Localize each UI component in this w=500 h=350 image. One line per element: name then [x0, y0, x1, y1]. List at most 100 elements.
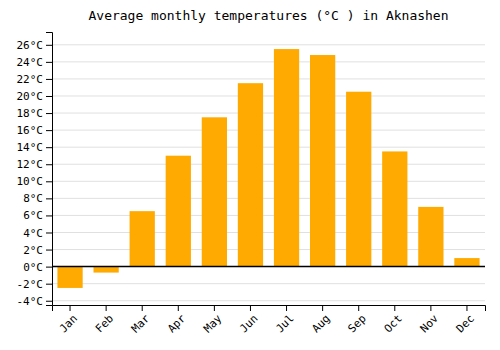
- x-tick-mark: [142, 305, 143, 311]
- x-tick-mark: [322, 305, 323, 311]
- x-tick-mark: [394, 305, 395, 311]
- bar: [274, 49, 299, 267]
- y-tick: 6°C: [23, 209, 52, 222]
- x-tick-label: Mar: [129, 312, 153, 336]
- grid-line: [52, 198, 485, 199]
- y-tick-label: 26°C: [17, 39, 44, 52]
- y-tick-mark: [46, 62, 52, 63]
- x-tick-mark: [286, 305, 287, 311]
- y-tick-mark: [46, 250, 52, 251]
- y-tick: -2°C: [17, 278, 53, 291]
- x-tick-label: Nov: [418, 312, 442, 336]
- y-tick-label: 12°C: [17, 158, 44, 171]
- y-tick-label: 22°C: [17, 73, 44, 86]
- grid-line: [52, 78, 485, 79]
- y-tick: 22°C: [17, 73, 53, 86]
- x-tick-mark: [466, 305, 467, 311]
- grid-line: [52, 300, 485, 301]
- y-tick-mark: [46, 181, 52, 182]
- bar: [57, 267, 82, 288]
- y-tick: 2°C: [23, 244, 52, 257]
- y-tick-mark: [46, 130, 52, 131]
- bar: [130, 211, 155, 266]
- grid: [52, 45, 485, 301]
- bar: [418, 207, 443, 267]
- x-tick: Jan: [57, 305, 80, 335]
- x-tick-label: Aug: [309, 312, 332, 335]
- grid-line: [52, 266, 485, 267]
- grid-line: [52, 164, 485, 165]
- bar: [382, 151, 407, 266]
- x-tick-mark: [214, 305, 215, 311]
- x-tick: Sep: [346, 305, 369, 335]
- grid-line: [52, 44, 485, 45]
- bar: [346, 92, 371, 267]
- zero-line: [52, 266, 485, 268]
- x-tick-label: Oct: [382, 312, 405, 335]
- y-tick-label: 6°C: [23, 209, 43, 222]
- grid-line: [52, 147, 485, 148]
- grid-line: [52, 113, 485, 114]
- x-tick-label: Feb: [93, 312, 116, 335]
- y-tick-label: 2°C: [23, 244, 43, 257]
- y-tick-mark: [46, 113, 52, 114]
- x-axis-line: [53, 306, 486, 312]
- y-tick: 26°C: [17, 39, 53, 52]
- grid-line: [52, 283, 485, 284]
- title: Average monthly temperatures (°C ) in Ak…: [88, 8, 448, 23]
- y-tick-label: 8°C: [23, 192, 43, 205]
- y-tick-label: 10°C: [17, 175, 44, 188]
- y-tick: 0°C: [23, 261, 52, 274]
- x-tick: Nov: [418, 305, 442, 335]
- bar: [166, 156, 191, 267]
- y-tick-mark: [46, 284, 52, 285]
- y-tick: 18°C: [17, 107, 53, 120]
- x-tick-label: Sep: [346, 312, 369, 335]
- x-tick-mark: [430, 305, 431, 311]
- x-tick-label: Jul: [273, 312, 296, 335]
- y-tick-mark: [46, 147, 52, 148]
- grid-line: [52, 95, 485, 96]
- y-tick: 20°C: [17, 90, 53, 103]
- x-tick-label: Jun: [237, 312, 260, 335]
- grid-line: [52, 61, 485, 62]
- x-tick: Oct: [382, 305, 405, 335]
- y-tick-mark: [46, 198, 52, 199]
- x-tick-mark: [178, 305, 179, 311]
- y-tick-mark: [46, 215, 52, 216]
- x-tick-mark: [106, 305, 107, 311]
- x-tick: Aug: [309, 305, 332, 335]
- y-tick-label: 16°C: [17, 124, 44, 137]
- x-tick-mark: [70, 305, 71, 311]
- y-tick-label: 24°C: [17, 56, 44, 69]
- x-tick-label: Jan: [57, 312, 80, 335]
- x-tick-label: Apr: [165, 312, 189, 336]
- y-tick-mark: [46, 232, 52, 233]
- y-tick-label: 18°C: [17, 107, 44, 120]
- y-tick: 24°C: [17, 56, 53, 69]
- y-tick: 12°C: [17, 158, 53, 171]
- x-tick: Mar: [129, 305, 153, 335]
- x-tick: Apr: [165, 305, 189, 335]
- y-tick-mark: [46, 79, 52, 80]
- y-axis-line: [46, 33, 53, 306]
- y-axis: -4°C -2°C 0°C 2°C 4°C 6°C 8°C 10°C 12°C 14°C 16°C 1…: [17, 33, 53, 308]
- y-tick-mark: [46, 267, 52, 268]
- y-tick-mark: [46, 301, 52, 302]
- x-tick: Jul: [273, 305, 296, 335]
- bar: [202, 117, 227, 266]
- y-tick: 16°C: [17, 124, 53, 137]
- y-tick-label: 14°C: [17, 141, 44, 154]
- y-tick: 8°C: [23, 192, 52, 205]
- grid-line: [52, 130, 485, 131]
- y-tick-label: 4°C: [23, 227, 43, 240]
- y-tick-label: -4°C: [17, 295, 44, 308]
- y-tick-label: 20°C: [17, 90, 44, 103]
- x-tick: May: [201, 305, 225, 335]
- y-tick-mark: [46, 164, 52, 165]
- x-tick: Feb: [93, 305, 116, 335]
- bar: [310, 55, 335, 267]
- x-tick: Dec: [454, 305, 477, 335]
- x-tick-label: Dec: [454, 312, 477, 335]
- y-tick: 10°C: [17, 175, 53, 188]
